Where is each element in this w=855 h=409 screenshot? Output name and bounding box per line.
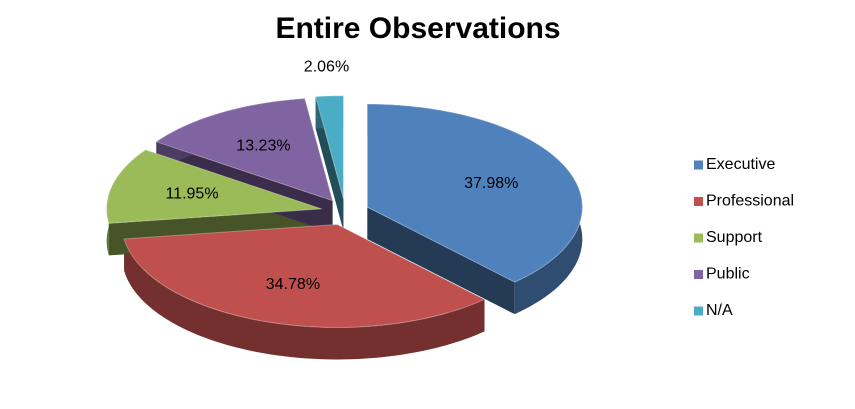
legend-label: N/A [706, 302, 733, 319]
slice [155, 98, 334, 202]
slice-wall [367, 207, 515, 315]
legend-label: Professional [706, 193, 794, 210]
legend-swatch [694, 197, 703, 206]
slice-side [124, 238, 485, 360]
legend-label: Public [706, 266, 750, 283]
data-labels: 37.98% 34.78% 11.95% 13.23% 2.06% [165, 59, 518, 293]
legend-swatch [694, 160, 703, 170]
legend-swatch [694, 270, 703, 279]
slice [106, 149, 322, 224]
slice [123, 223, 486, 328]
pie-tops [106, 95, 583, 328]
slice-wall [315, 96, 344, 231]
data-label: 37.98% [464, 175, 518, 192]
legend-swatch [694, 306, 703, 316]
legend-swatch [694, 233, 703, 243]
legend-label: Executive [706, 156, 775, 173]
data-label: 11.95% [165, 185, 218, 202]
data-label: 2.06% [304, 59, 349, 76]
legend-label: Support [706, 229, 763, 246]
data-label: 13.23% [236, 137, 290, 154]
legend: Executive Professional Support Public N/A [694, 156, 794, 319]
data-label: 34.78% [266, 276, 320, 293]
slice [366, 103, 583, 283]
slice [315, 95, 344, 199]
chart-title: Entire Observations [275, 12, 560, 45]
